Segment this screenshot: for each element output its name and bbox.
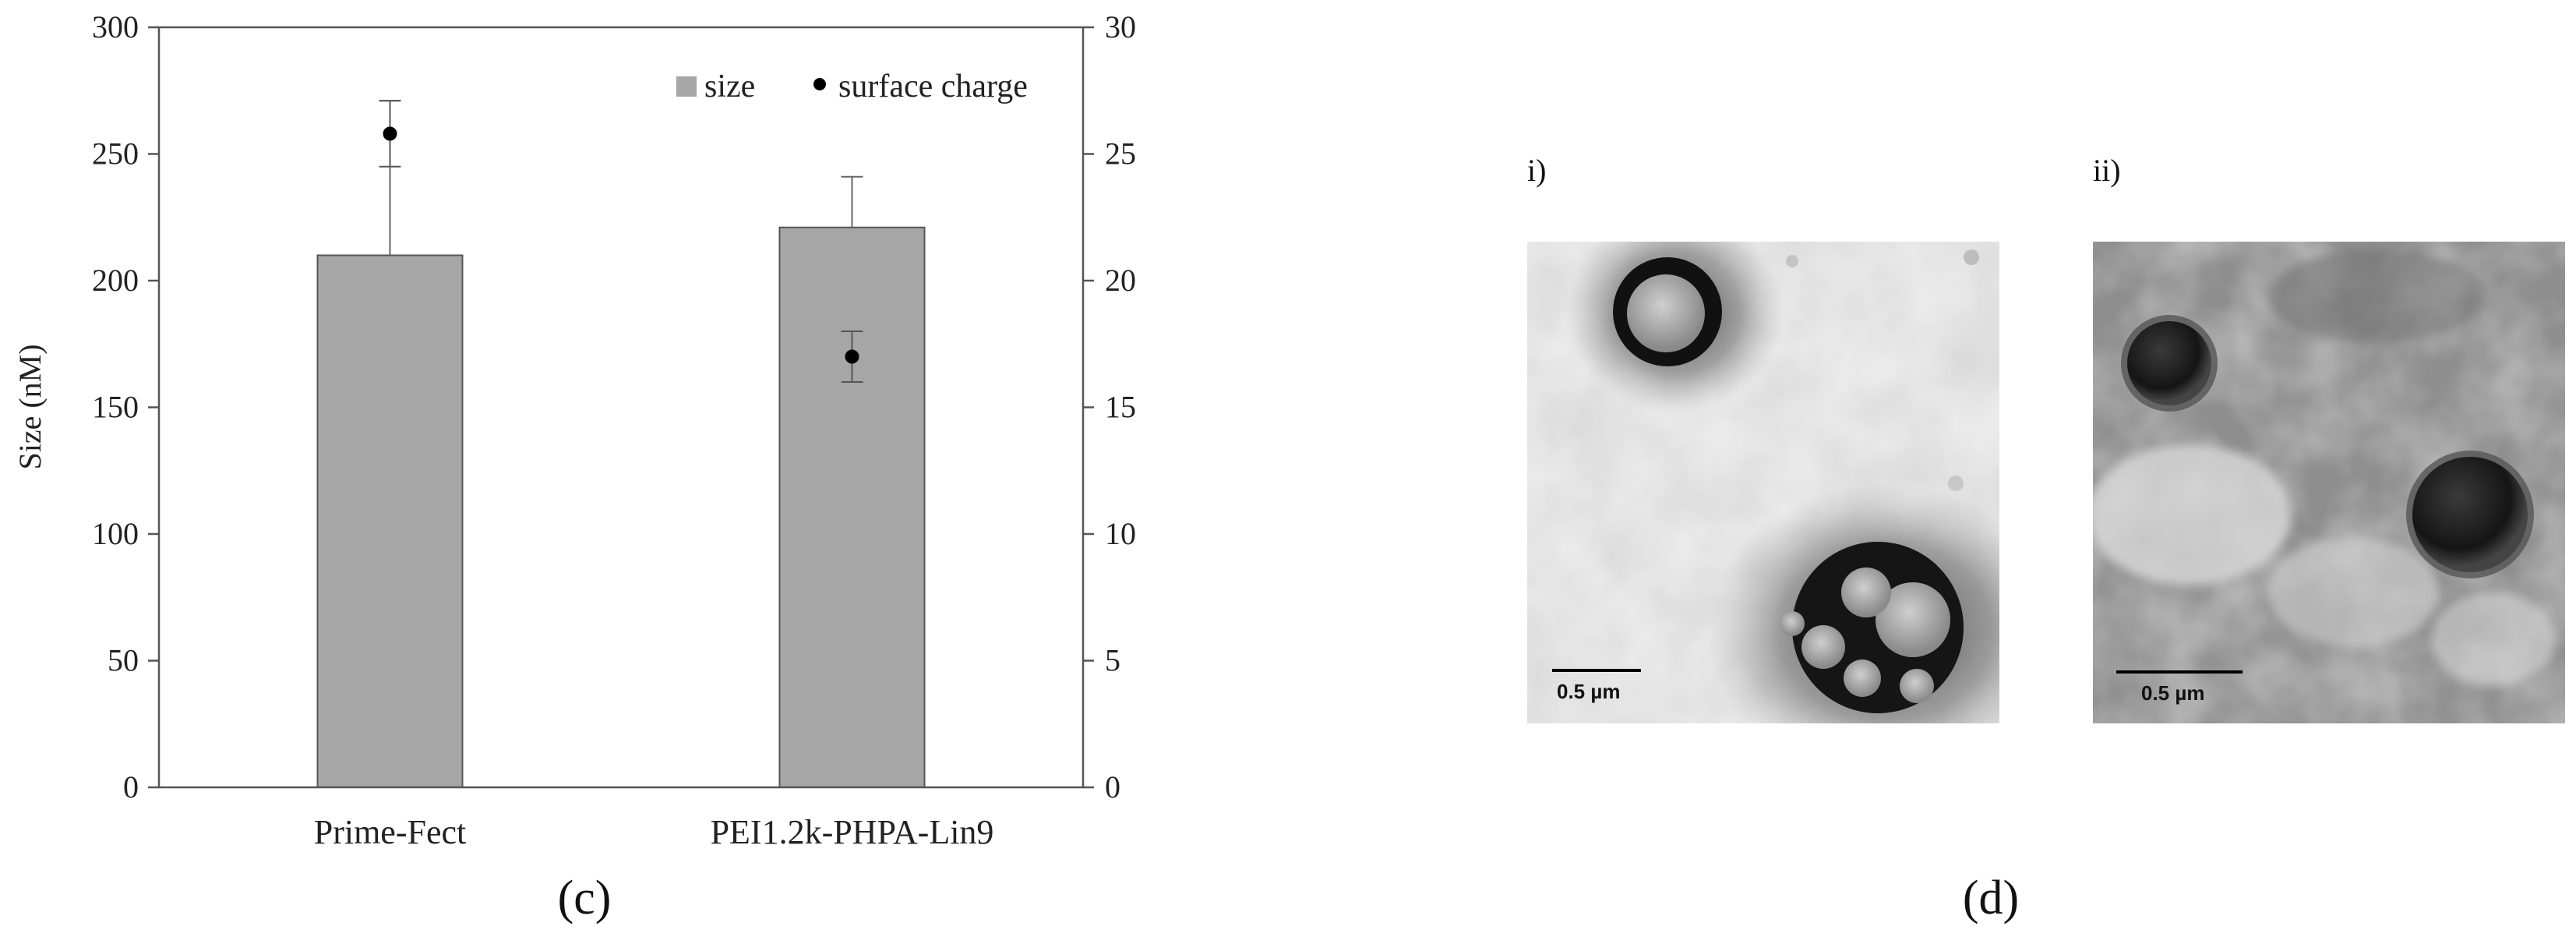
micrograph-label-ii: ii)	[2093, 153, 2121, 188]
legend: size surface charge	[676, 69, 1028, 104]
right-tick-label: 20	[1105, 263, 1136, 298]
bar-size	[778, 226, 926, 788]
left-tick-label: 200	[92, 263, 139, 298]
right-axis-ticks: 0 5 10 15 20 25 30	[1083, 9, 1136, 804]
left-tick-label: 50	[108, 643, 139, 678]
panel-label-d: (d)	[1963, 872, 2019, 925]
legend-label-size: size	[704, 69, 755, 104]
right-tick-label: 5	[1105, 643, 1120, 678]
legend-swatch-surface-charge	[813, 78, 826, 90]
left-tick-label: 0	[123, 769, 139, 804]
micrograph-image-i	[1527, 242, 1999, 723]
left-tick-label: 150	[92, 390, 139, 425]
scale-bar-ii: 0.5 µm	[2116, 670, 2243, 705]
legend-swatch-size	[676, 76, 697, 97]
bars	[316, 226, 926, 788]
micrograph-panel: i) ii) 0.5 µm	[1527, 153, 2565, 925]
surface-charge-points	[383, 126, 859, 364]
category-label: PEI1.2k-PHPA-Lin9	[711, 813, 994, 851]
point-surface-charge	[845, 349, 859, 364]
y-axis-title: Size (nM)	[12, 344, 48, 469]
left-tick-label: 250	[92, 136, 139, 171]
category-label: Prime-Fect	[314, 813, 467, 851]
micrograph-label-i: i)	[1527, 153, 1546, 188]
right-tick-label: 15	[1105, 390, 1136, 425]
panel-label-c: (c)	[558, 872, 612, 925]
left-tick-label: 100	[92, 516, 139, 551]
scale-label-ii: 0.5 µm	[2141, 681, 2204, 705]
scale-label-i: 0.5 µm	[1557, 680, 1620, 703]
right-tick-label: 0	[1105, 769, 1120, 804]
left-tick-label: 300	[92, 9, 139, 44]
right-tick-label: 25	[1105, 136, 1136, 171]
scale-bar-i: 0.5 µm	[1552, 669, 1641, 703]
left-axis-ticks: 0 50 100 150 200 250 300	[92, 9, 159, 804]
size-charge-chart: 0 50 100 150 200 250 300 0 5 10 15 20 25 30 Prime-Fe…	[12, 9, 1136, 925]
category-labels: Prime-Fect PEI1.2k-PHPA-Lin9	[314, 813, 994, 851]
right-tick-label: 30	[1105, 9, 1136, 44]
bar-size	[316, 254, 464, 788]
plot-frame	[157, 26, 1085, 789]
legend-label-surface-charge: surface charge	[838, 69, 1028, 104]
point-surface-charge	[383, 126, 397, 141]
right-tick-label: 10	[1105, 516, 1136, 551]
micrograph-image-ii	[2093, 242, 2565, 723]
